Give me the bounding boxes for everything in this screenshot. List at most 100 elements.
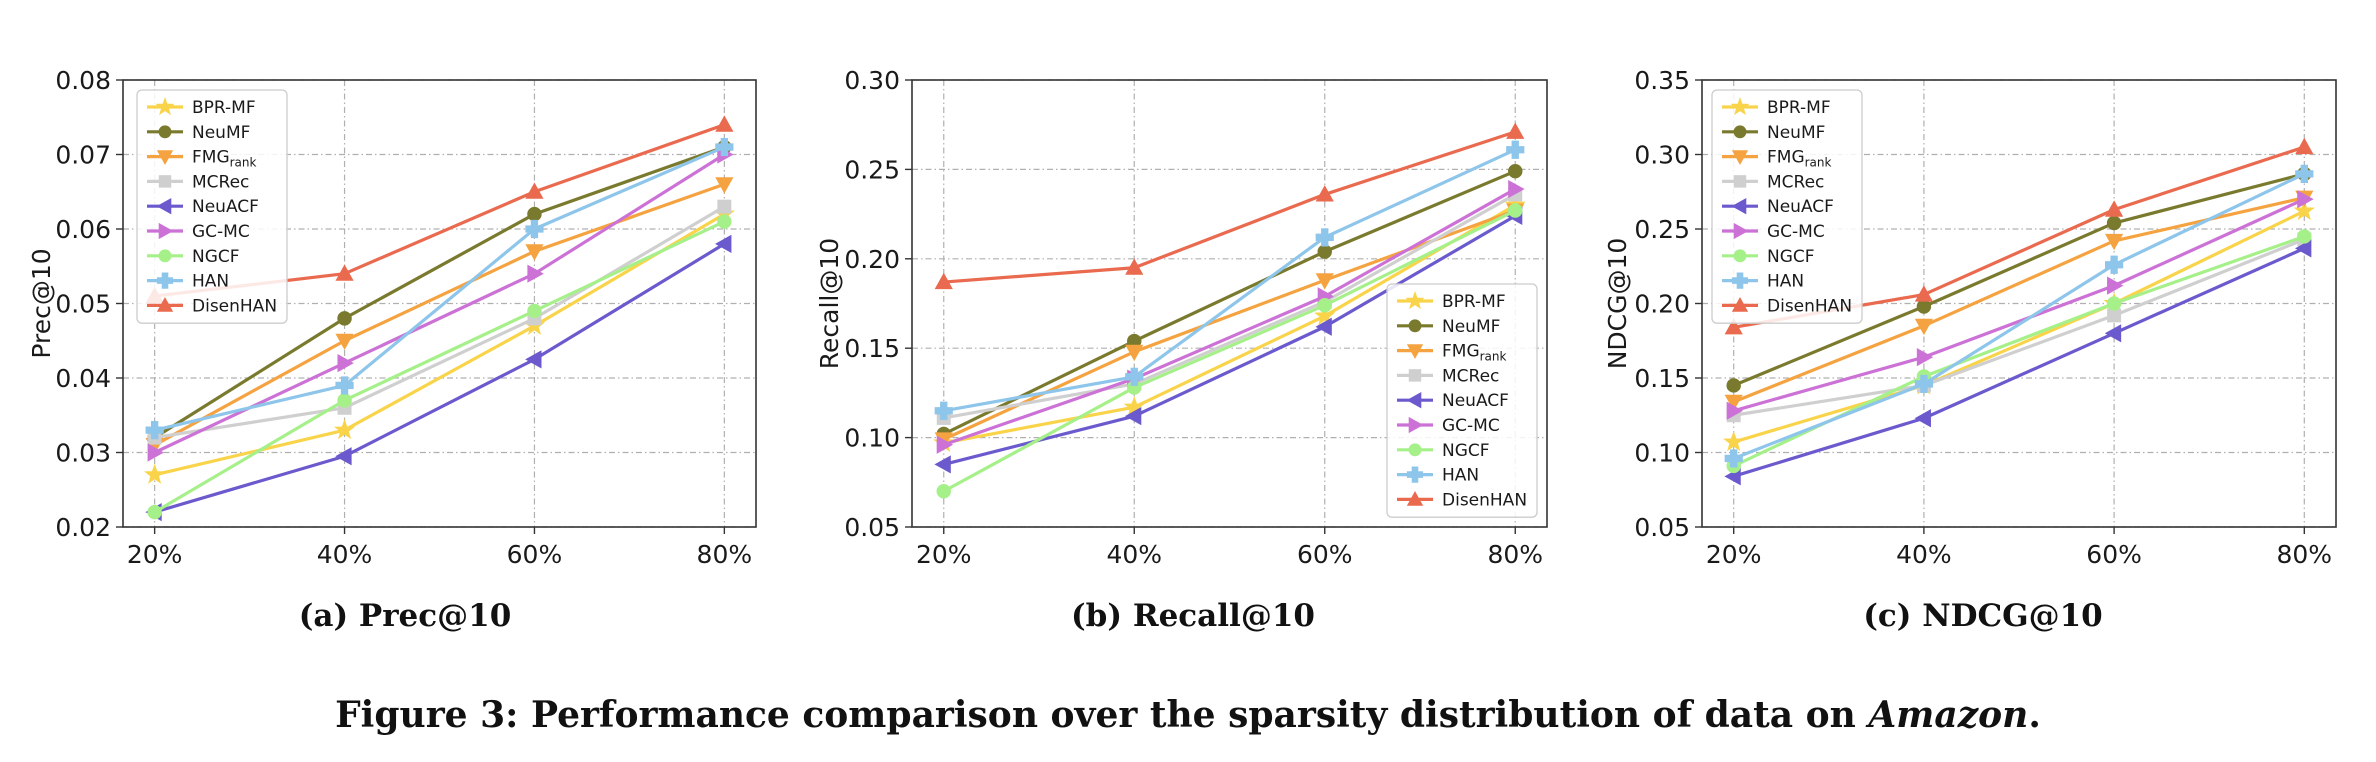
legend-item-disenhan: DisenHAN [147, 296, 277, 316]
data-point-han [1724, 449, 1743, 468]
y-axis-label: Recall@10 [815, 238, 844, 369]
legend-label: MCRec [1767, 172, 1824, 192]
legend-item-han: HAN [1722, 272, 1804, 292]
legend-label: FMGrank [1442, 342, 1507, 364]
data-point-disenhan [1914, 285, 1934, 302]
data-point-disenhan [335, 264, 354, 281]
data-point-ngcf [936, 484, 951, 499]
y-tick-label: 0.08 [55, 66, 111, 95]
legend-swatch-marker [1406, 392, 1422, 409]
legend-box [136, 89, 288, 324]
legend-swatch-marker [1406, 344, 1424, 359]
legend-swatch-marker [1408, 369, 1422, 382]
series-line-han [1733, 172, 2305, 460]
series-line-mcrec [154, 205, 726, 440]
legend-label: NeuACF [192, 197, 259, 217]
y-tick-label: 0.10 [1634, 439, 1690, 468]
y-tick-label: 0.15 [1634, 364, 1690, 393]
legend-item-bpr-mf: BPR-MF [1722, 96, 1831, 118]
data-point-neuacf [715, 234, 732, 253]
legend-label: HAN [192, 272, 229, 292]
legend-label: DisenHAN [192, 296, 277, 316]
y-tick-label: 0.05 [55, 290, 111, 319]
legend-box [1711, 89, 1863, 324]
series-line-mcrec [1733, 237, 2305, 417]
data-point-disenhan [1125, 258, 1144, 275]
data-point-fmgrank [715, 177, 734, 194]
legend-item-gc-mc: GC-MC [1397, 416, 1500, 436]
legend-item-neumf: NeuMF [1722, 123, 1825, 143]
figure-caption-emph: Amazon [1865, 694, 2028, 736]
data-point-neumf [337, 311, 352, 326]
data-point-ngcf [147, 504, 162, 520]
y-tick-label: 0.20 [844, 245, 900, 274]
captions: (a) Prec@10 (b) Recall@10 (c) NDCG@10 Fi… [299, 598, 2103, 736]
x-tick-label: 60% [1297, 540, 1353, 569]
data-point-han [715, 137, 734, 157]
legend-item-fmgrank: FMGrank [1722, 148, 1832, 170]
legend-item-disenhan: DisenHAN [1722, 296, 1852, 316]
chart-ndcg-at-10: 0.05 0.10 0.15 0.20 0.25 0.30 0.35 20% 40% 60% 80%… [1603, 66, 2337, 569]
data-point-disenhan [2295, 137, 2314, 155]
data-point-bpr-mf [2293, 199, 2315, 221]
data-point-neuacf [1315, 317, 1332, 336]
data-point-gc-mc [1726, 401, 1744, 420]
x-tick-label: 80% [1487, 540, 1543, 569]
data-point-han [1315, 228, 1334, 247]
data-point-fmgrank [1315, 273, 1334, 290]
data-point-neuacf [1914, 409, 1931, 428]
data-point-han [2105, 255, 2124, 274]
data-point-ngcf [1317, 298, 1332, 313]
series-line-han [943, 148, 1516, 413]
legend-item-ngcf: NGCF [147, 247, 240, 267]
legend-swatch-marker [1733, 249, 1747, 263]
series-gc-mc [936, 179, 1525, 454]
data-point-bpr-mf [144, 463, 166, 484]
data-point-gc-mc [2297, 190, 2314, 209]
legend-label: FMGrank [1767, 148, 1832, 170]
y-tick-label: 0.25 [844, 155, 900, 184]
x-tick-label: 60% [2086, 540, 2142, 569]
legend-item-neumf: NeuMF [147, 123, 250, 143]
data-point-han [1506, 140, 1525, 159]
data-point-han [1914, 374, 1933, 394]
data-point-han [145, 421, 164, 440]
y-tick-label: 0.30 [1634, 141, 1690, 170]
y-tick-label: 0.06 [55, 215, 111, 244]
x-tick-label: 60% [507, 540, 563, 569]
legend-box [1386, 283, 1538, 518]
legend-item-neuacf: NeuACF [147, 197, 259, 217]
series-line-ngcf [153, 220, 726, 514]
data-point-ngcf [2106, 296, 2122, 311]
legend-item-fmgrank: FMGrank [1397, 342, 1507, 364]
legend-item-ngcf: NGCF [1397, 441, 1490, 461]
data-point-han [2295, 164, 2314, 183]
legend-label: FMGrank [192, 148, 257, 170]
legend-label: MCRec [192, 172, 249, 192]
legend-swatch-marker [1406, 466, 1424, 483]
data-point-neumf [1317, 244, 1332, 259]
legend-item-mcrec: MCRec [147, 172, 249, 192]
data-point-gc-mc [936, 435, 954, 454]
data-point-neuacf [335, 447, 352, 466]
legend-swatch-marker [156, 150, 174, 165]
figure-caption-prefix: Figure 3: Performance comparison over th… [335, 694, 1868, 736]
legend-swatch-marker [1408, 443, 1422, 457]
x-tick-label: 80% [697, 540, 753, 569]
legend-label: NGCF [1442, 441, 1490, 461]
data-point-gc-mc [1916, 348, 1934, 367]
data-point-neuacf [525, 350, 542, 369]
legend-item-gc-mc: GC-MC [147, 222, 250, 242]
series-han [145, 137, 734, 440]
data-point-ngcf [2297, 229, 2312, 244]
legend-swatch-marker [158, 125, 172, 139]
subcaption-b: (b) Recall@10 [1071, 598, 1315, 634]
data-point-neumf [527, 206, 542, 222]
legend-item-bpr-mf: BPR-MF [147, 96, 256, 118]
subcaption-c: (c) NDCG@10 [1863, 598, 2103, 634]
legend-item-mcrec: MCRec [1397, 366, 1499, 386]
legend-label: BPR-MF [192, 98, 256, 118]
data-point-han [934, 401, 953, 420]
data-point-disenhan [2105, 200, 2124, 217]
